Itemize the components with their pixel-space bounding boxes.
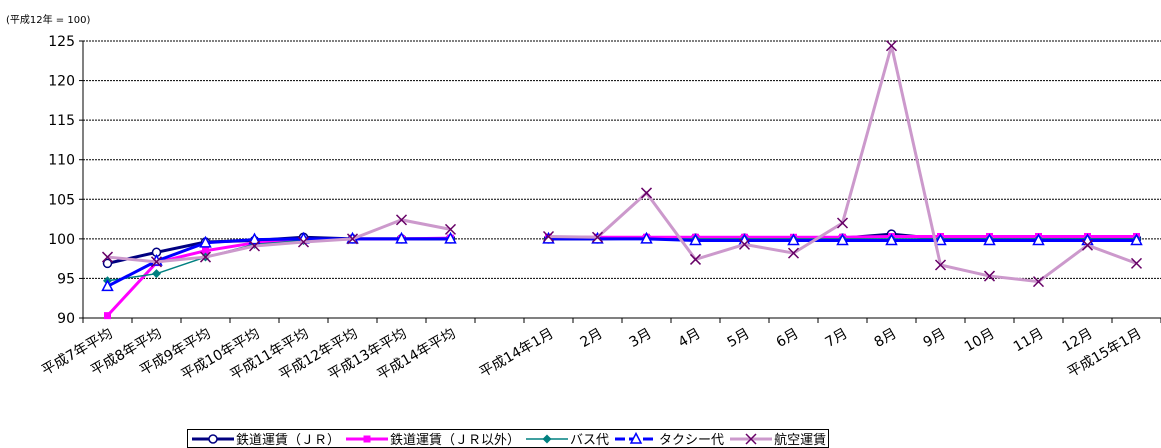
- data-point: [444, 231, 457, 244]
- data-point: [1130, 257, 1143, 269]
- legend-label: タクシー代: [659, 433, 725, 448]
- legend-item: タクシー代: [613, 429, 724, 448]
- data-point: [983, 270, 996, 282]
- data-point: [202, 247, 209, 255]
- data-point: [983, 233, 996, 246]
- data-point: [885, 40, 898, 52]
- legend-swatch: [730, 432, 773, 445]
- x-tick-label: 7月: [823, 326, 851, 351]
- series-line: [548, 45, 1138, 284]
- x-tick-label: 2月: [578, 326, 606, 351]
- y-tick-label: 110: [48, 153, 75, 169]
- data-point: [101, 279, 114, 292]
- legend-item: 鉄道運賃（ＪＲ以外）: [344, 429, 520, 448]
- y-tick-label: 125: [48, 34, 75, 50]
- x-tick-label: 10月: [962, 326, 998, 356]
- data-point: [542, 434, 552, 443]
- data-point: [542, 230, 555, 243]
- y-tick-label: 100: [48, 232, 75, 248]
- data-point: [787, 233, 800, 246]
- x-tick-label: 6月: [774, 326, 802, 351]
- legend-label: 鉄道運賃（ＪＲ）: [236, 433, 341, 448]
- line-chart: 9095100105110115120125平成7年平均平成8年平均平成9年平均…: [39, 34, 1161, 383]
- legend-swatch: [615, 431, 658, 444]
- y-axis-unit-label: (平成12年 = 100): [6, 15, 91, 26]
- data-point: [1032, 276, 1045, 288]
- legend-label: バス代: [570, 433, 610, 448]
- series-line: [107, 218, 451, 264]
- data-point: [1032, 233, 1045, 246]
- x-tick-label: 平成14年1月: [477, 326, 557, 381]
- data-point: [640, 231, 653, 244]
- y-tick-label: 95: [57, 271, 75, 287]
- chart-legend: 鉄道運賃（ＪＲ） 鉄道運賃（ＪＲ以外） バス代 タクシー代 航空運賃: [187, 429, 830, 448]
- data-point: [836, 233, 849, 246]
- data-point: [395, 231, 408, 244]
- data-point: [346, 233, 359, 245]
- legend-swatch: [526, 434, 569, 443]
- data-point: [640, 187, 653, 199]
- data-point: [199, 235, 212, 248]
- data-point: [444, 223, 457, 235]
- data-point: [885, 233, 898, 246]
- data-point: [101, 251, 114, 263]
- data-point: [738, 238, 751, 250]
- data-point: [934, 233, 947, 246]
- data-point: [102, 258, 113, 269]
- y-tick-label: 105: [48, 192, 75, 208]
- legend-item: バス代: [524, 429, 609, 448]
- x-tick-label: 11月: [1011, 326, 1047, 356]
- data-point: [934, 259, 947, 271]
- data-point: [363, 435, 371, 442]
- data-point: [199, 251, 212, 263]
- data-point: [591, 231, 604, 243]
- legend-label: 鉄道運賃（ＪＲ以外）: [390, 433, 521, 448]
- data-point: [1130, 233, 1143, 246]
- y-tick-label: 115: [48, 113, 75, 129]
- x-tick-label: 3月: [627, 326, 655, 351]
- data-point: [787, 247, 800, 259]
- legend-item: 航空運賃: [728, 429, 826, 448]
- x-tick-label: 9月: [921, 326, 949, 351]
- series-triangle: [101, 231, 1143, 292]
- data-point: [689, 233, 702, 246]
- data-point: [150, 256, 163, 268]
- y-tick-label: 120: [48, 74, 75, 90]
- series-line: [106, 237, 451, 288]
- data-point: [745, 432, 757, 445]
- data-point: [395, 214, 408, 226]
- data-point: [248, 232, 261, 245]
- x-tick-label: 8月: [872, 326, 900, 351]
- data-point: [208, 433, 218, 444]
- x-tick-label: 4月: [676, 326, 704, 351]
- data-point: [836, 217, 849, 229]
- legend-swatch: [192, 433, 234, 444]
- data-point: [629, 431, 643, 444]
- data-point: [104, 312, 111, 320]
- legend-swatch: [346, 435, 389, 442]
- data-point: [1081, 239, 1094, 251]
- data-point: [248, 240, 261, 252]
- data-point: [689, 253, 702, 265]
- x-tick-label: 12月: [1060, 326, 1096, 356]
- y-tick-label: 90: [57, 311, 75, 327]
- data-point: [152, 269, 161, 279]
- series-x: [101, 40, 1143, 288]
- data-point: [297, 236, 310, 248]
- legend-item: 鉄道運賃（ＪＲ）: [190, 429, 340, 448]
- legend-label: 航空運賃: [774, 433, 827, 448]
- x-tick-label: 5月: [725, 326, 753, 351]
